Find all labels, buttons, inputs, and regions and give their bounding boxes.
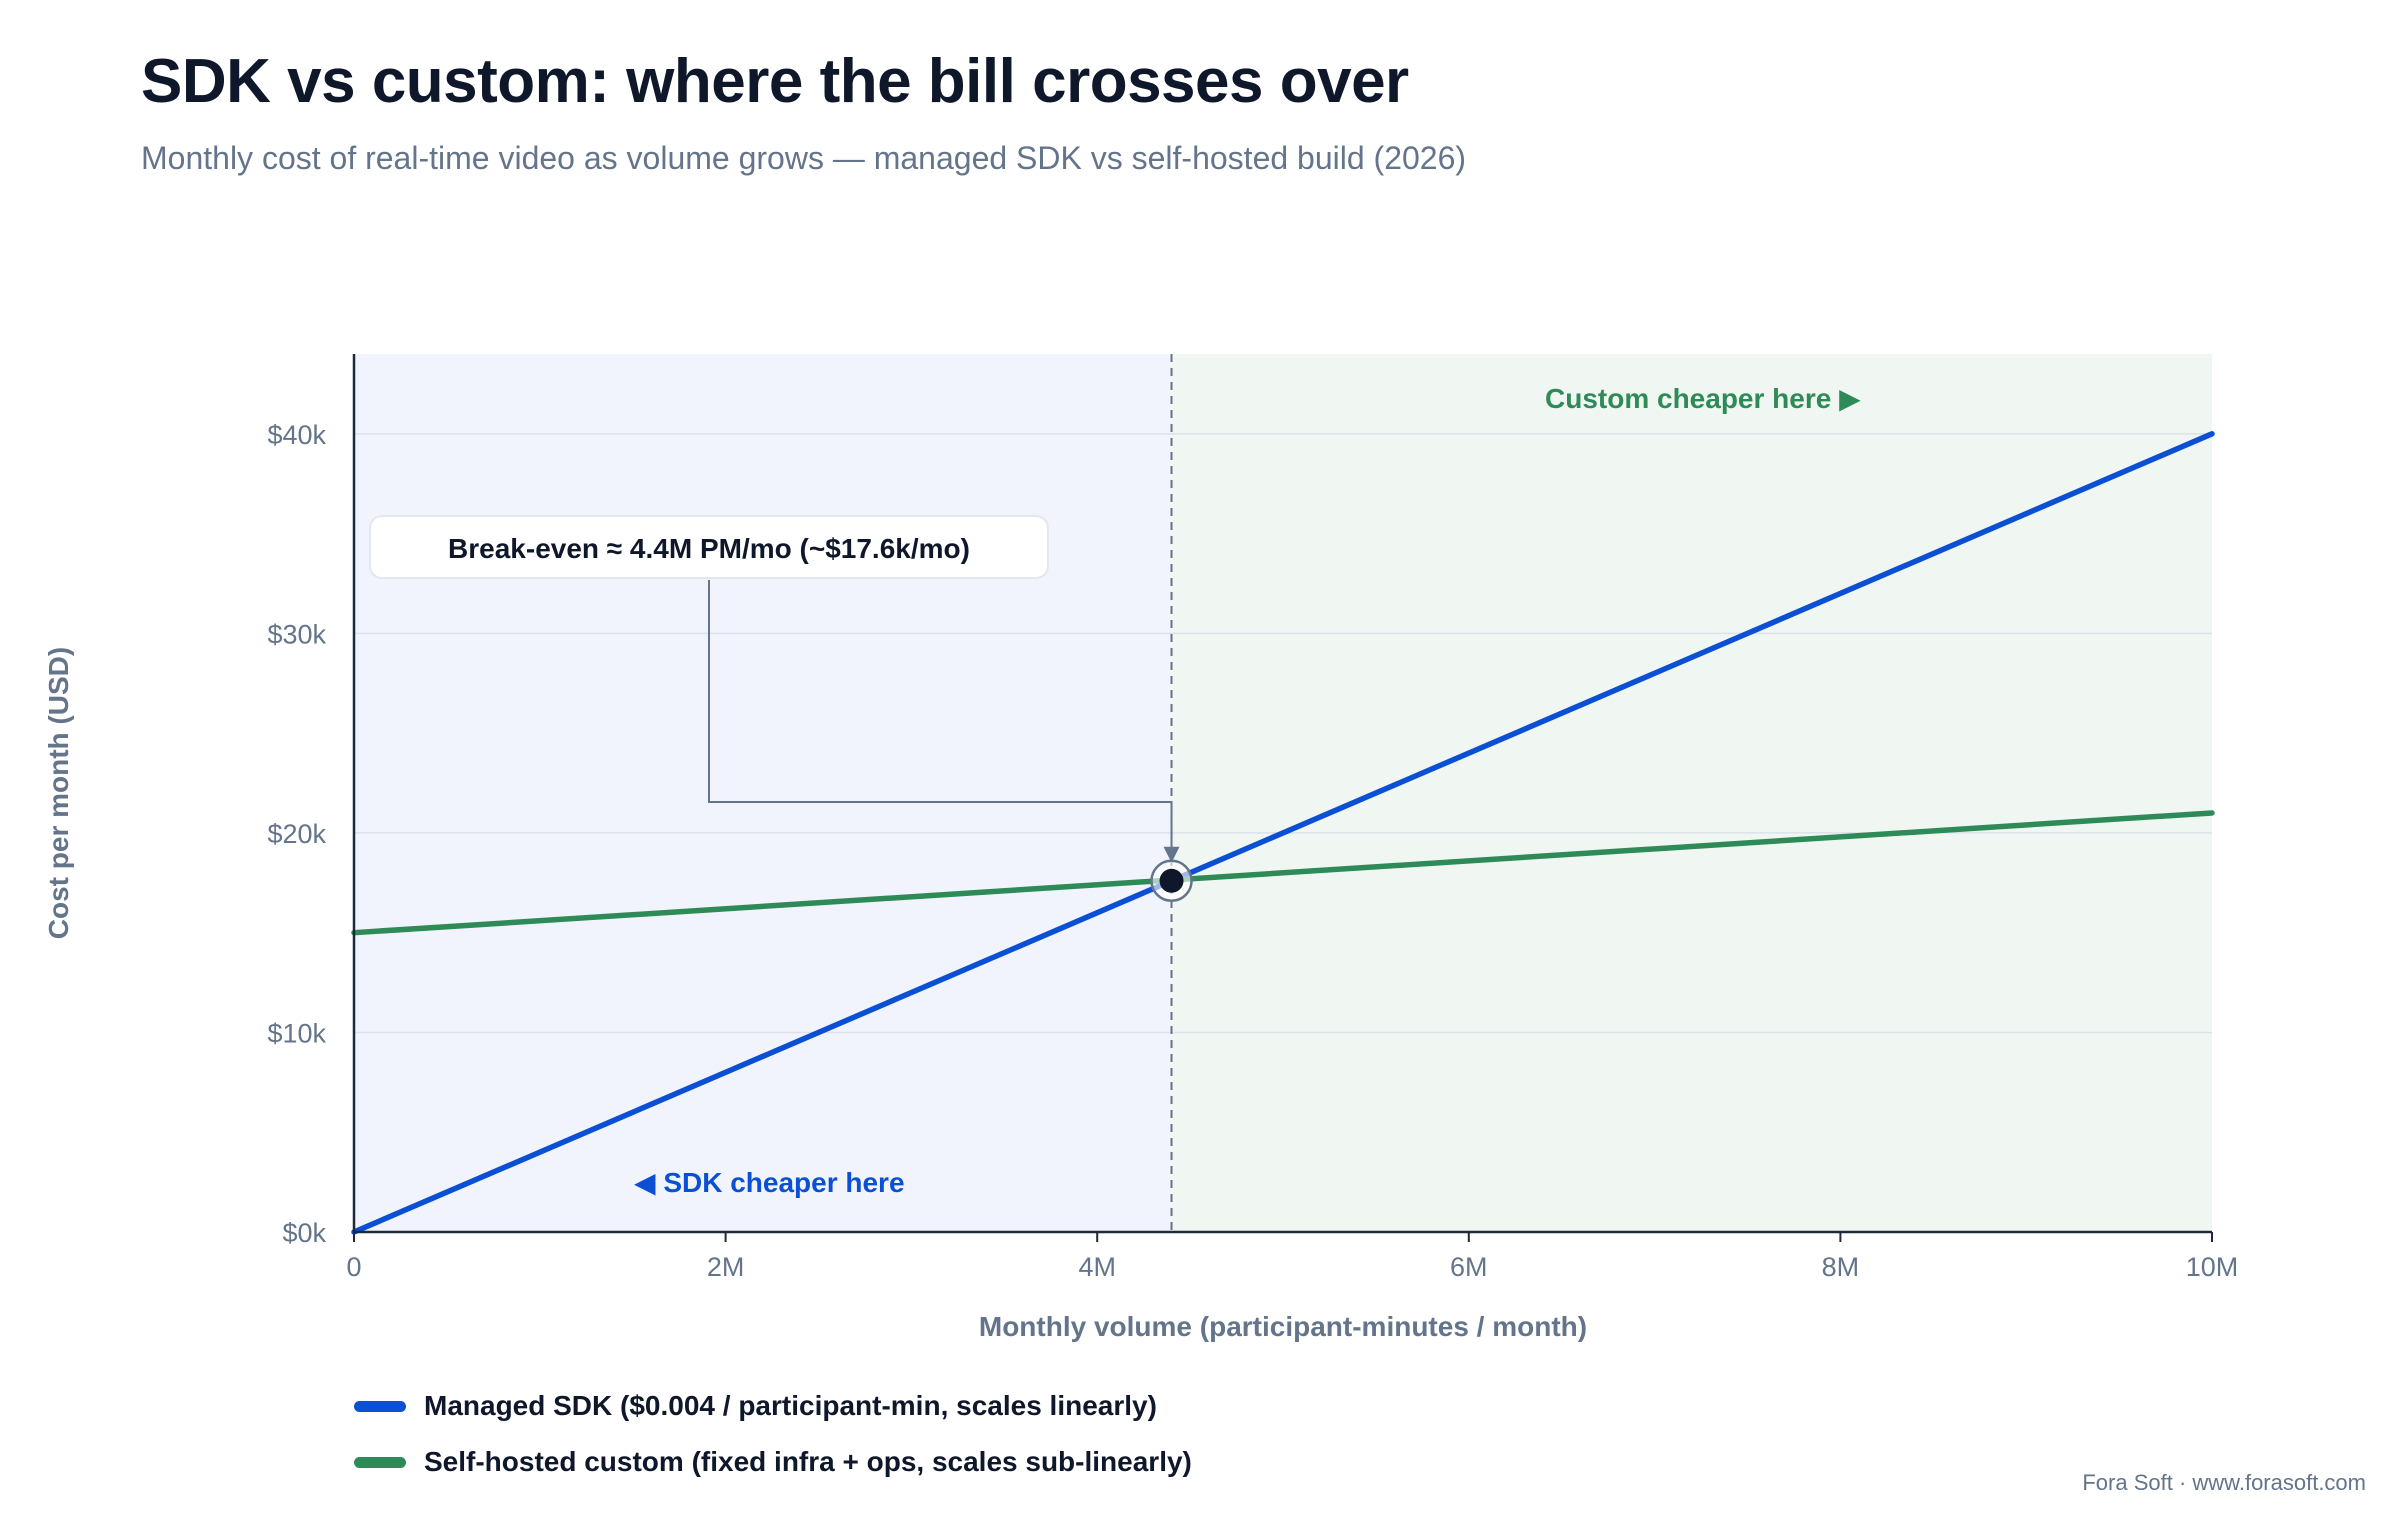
- legend-swatch-managed-sdk: [354, 1400, 406, 1412]
- chart-title: SDK vs custom: where the bill crosses ov…: [141, 47, 1409, 116]
- footer-credit: Fora Soft · www.forasoft.com: [2082, 1470, 2366, 1495]
- x-tick-label: 2M: [707, 1252, 745, 1282]
- break-even-callout-label: Break-even ≈ 4.4M PM/mo (~$17.6k/mo): [448, 533, 970, 564]
- region-label-custom-cheaper: Custom cheaper here ▶: [1545, 383, 1861, 414]
- x-tick-label: 0: [346, 1252, 361, 1282]
- x-axis-title: Monthly volume (participant-minutes / mo…: [979, 1311, 1587, 1342]
- region-label-sdk-cheaper: ◀ SDK cheaper here: [634, 1167, 905, 1198]
- chart-legend: Managed SDK ($0.004 / participant-min, s…: [354, 1378, 1192, 1490]
- break-even-arrowhead: [1163, 846, 1180, 863]
- y-axis-title: Cost per month (USD): [43, 647, 74, 939]
- series-line-self-hosted: [351, 810, 2215, 936]
- break-even-marker-point: [1159, 868, 1184, 893]
- break-even-leader-line: [708, 580, 1173, 855]
- region-sdk-cheaper: [354, 354, 1172, 1232]
- y-tick-label: $20k: [267, 819, 326, 849]
- x-tick-label: 10M: [2186, 1252, 2239, 1282]
- x-tick-label: 4M: [1078, 1252, 1116, 1282]
- series-line-managed-sdk: [351, 431, 2215, 1235]
- legend-item-managed-sdk: Managed SDK ($0.004 / participant-min, s…: [354, 1378, 1192, 1434]
- x-tick-label: 6M: [1450, 1252, 1488, 1282]
- legend-label-self-hosted: Self-hosted custom (fixed infra + ops, s…: [424, 1446, 1192, 1477]
- chart-subtitle: Monthly cost of real-time video as volum…: [141, 140, 1467, 176]
- y-tick-label: $0k: [282, 1218, 326, 1248]
- region-custom-cheaper: [1171, 354, 2212, 1232]
- y-tick-label: $10k: [267, 1018, 326, 1048]
- legend-item-self-hosted: Self-hosted custom (fixed infra + ops, s…: [354, 1434, 1192, 1490]
- y-tick-label: $40k: [267, 420, 326, 450]
- x-tick-label: 8M: [1822, 1252, 1860, 1282]
- y-tick-label: $30k: [267, 619, 326, 649]
- legend-swatch-self-hosted: [354, 1456, 406, 1468]
- legend-label-managed-sdk: Managed SDK ($0.004 / participant-min, s…: [424, 1390, 1157, 1421]
- break-even-callout-box: [369, 515, 1049, 579]
